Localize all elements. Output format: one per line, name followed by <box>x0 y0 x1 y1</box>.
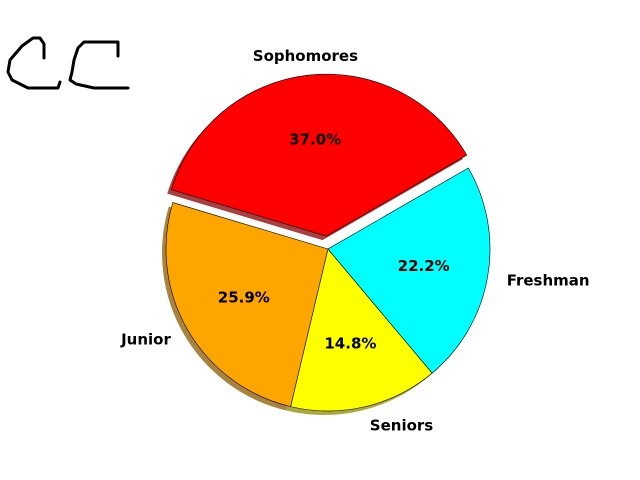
pie-category-label-sophomores: Sophomores <box>253 47 358 65</box>
pie-slice-sophomores <box>170 73 468 237</box>
pie-percent-label-seniors: 14.8% <box>324 335 376 353</box>
pie-category-label-junior: Junior <box>120 331 171 349</box>
pie-slice-junior <box>165 202 329 407</box>
pie-percent-label-junior: 25.9% <box>218 289 270 307</box>
pie-category-label-seniors: Seniors <box>370 417 433 435</box>
pie-category-label-freshman: Freshman <box>507 272 590 290</box>
pie-slice-seniors <box>290 248 433 412</box>
pie-percent-label-freshman: 22.2% <box>398 257 450 275</box>
pie-percent-labels: 37.0% 25.9% 14.8% 22.2% <box>218 131 450 353</box>
handwritten-cc-scribble <box>6 36 130 90</box>
pie-slice-freshman <box>327 167 491 374</box>
pie-category-labels: Sophomores Junior Seniors Freshman <box>120 47 590 435</box>
pie-percent-label-sophomores: 37.0% <box>289 131 341 149</box>
pie-slices <box>165 73 491 412</box>
